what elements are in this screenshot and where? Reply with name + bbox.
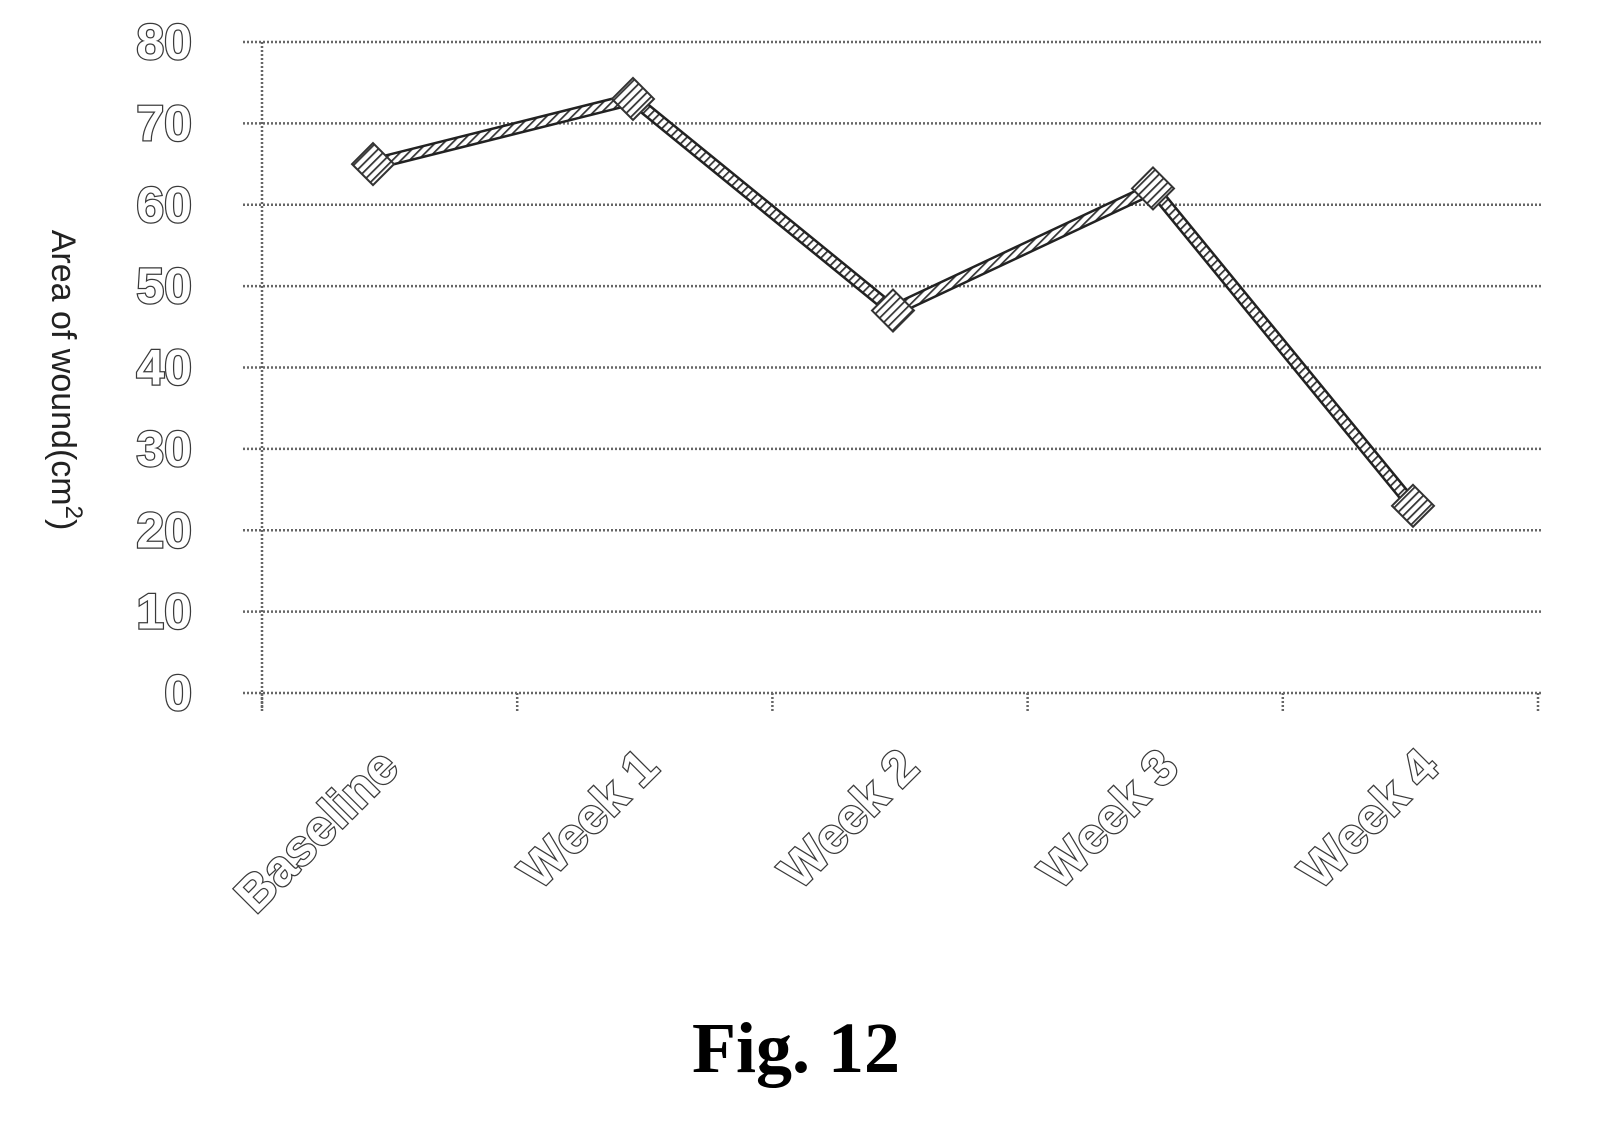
data-point-marker xyxy=(1390,483,1436,529)
series-segment xyxy=(889,184,1157,315)
data-point-marker xyxy=(610,76,656,122)
series-segment xyxy=(1149,184,1417,510)
x-tick-label: Week 3 xyxy=(1028,738,1189,899)
x-axis xyxy=(260,42,1540,711)
y-axis-label-superscript: 2 xyxy=(60,506,87,519)
y-axis-label: Area of wound(cm2) xyxy=(44,230,87,531)
series-line xyxy=(366,92,1420,513)
data-point-marker xyxy=(350,141,396,187)
y-tick-label: 40 xyxy=(136,340,192,396)
x-tick-labels: Baseline Week 1 Week 2 Week 3 Week 4 xyxy=(222,737,1450,925)
y-tick-label: 0 xyxy=(164,665,192,721)
y-tick-label: 50 xyxy=(136,258,192,314)
y-tick-label: 70 xyxy=(136,95,192,151)
y-tick-label: 30 xyxy=(136,421,192,477)
y-tick-label: 60 xyxy=(136,177,192,233)
gridlines xyxy=(243,40,1543,695)
x-tick-label: Baseline xyxy=(224,738,409,923)
y-axis-label-suffix: ) xyxy=(44,519,82,530)
x-tick-label: Week 2 xyxy=(768,738,929,899)
x-tick-label: Week 4 xyxy=(1288,738,1449,899)
data-point-marker xyxy=(1130,166,1176,211)
figure-caption: Fig. 12 xyxy=(692,1008,900,1088)
y-tick-label: 20 xyxy=(136,502,192,558)
y-tick-labels: 0 10 20 30 40 50 60 70 80 xyxy=(135,13,193,723)
data-markers xyxy=(350,76,1436,529)
y-tick-label: 80 xyxy=(136,14,192,70)
data-point-marker xyxy=(870,288,916,333)
x-tick-label: Week 1 xyxy=(508,738,669,899)
y-tick-label: 10 xyxy=(136,584,192,640)
series-segment xyxy=(369,94,637,169)
series-segment xyxy=(629,94,897,315)
